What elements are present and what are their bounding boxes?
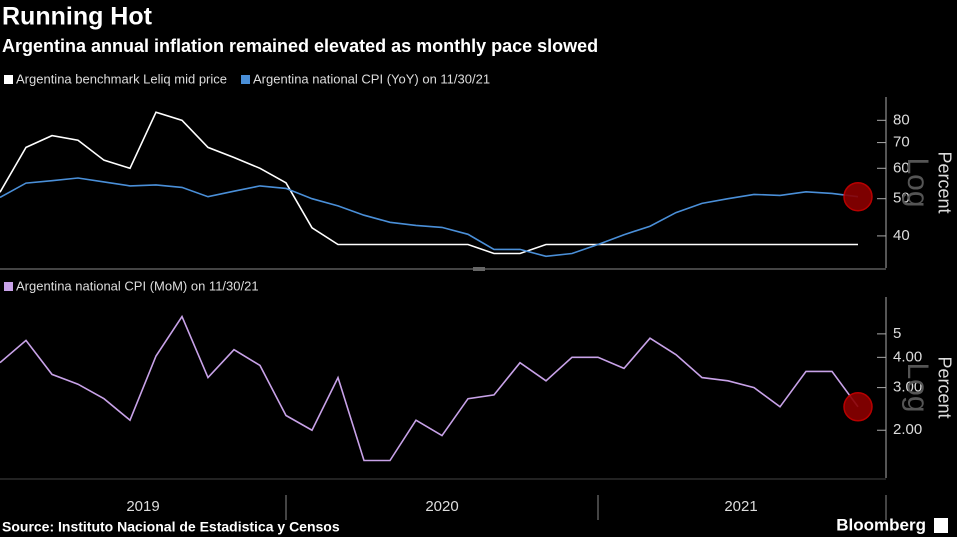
legend-swatch [4,282,13,291]
scale-label: Log [901,362,934,412]
x-tick-label: 2019 [126,498,159,515]
line [0,177,859,258]
line [0,314,859,462]
x-tick-label: 2020 [425,498,458,515]
y-axis-label: Percent [934,356,954,418]
legend-label: Argentina national CPI (YoY) on 11/30/21 [253,71,490,86]
y-tick-label: 80 [893,111,910,128]
y-tick-label: 40 [893,227,910,244]
last-point-marker [843,181,873,212]
panel-handle [473,267,485,271]
x-tick-label: 2021 [724,498,757,515]
y-axis-label: Percent [934,151,954,213]
y-tick-label: 60 [893,159,910,176]
y-tick-label: 4.00 [893,348,922,365]
legend-label: Argentina national CPI (MoM) on 11/30/21 [16,278,259,293]
y-tick-label: 70 [893,134,910,151]
legend-swatch [241,75,250,84]
line [0,111,858,255]
legend-label: Argentina benchmark Leliq mid price [16,71,227,86]
brand: Bloomberg [836,515,926,534]
y-tick-label: 2.00 [893,421,922,438]
title: Running Hot [2,3,153,31]
scale-label: Log [901,157,934,207]
last-point-marker [843,392,873,422]
y-tick-label: 50 [893,190,910,207]
y-tick-label: 5 [893,325,901,342]
legend-swatch [4,75,13,84]
brand-icon [934,518,948,533]
y-tick-label: 3.00 [893,379,922,396]
subtitle: Argentina annual inflation remained elev… [2,36,598,56]
source: Source: Instituto Nacional de Estadistic… [2,519,340,535]
